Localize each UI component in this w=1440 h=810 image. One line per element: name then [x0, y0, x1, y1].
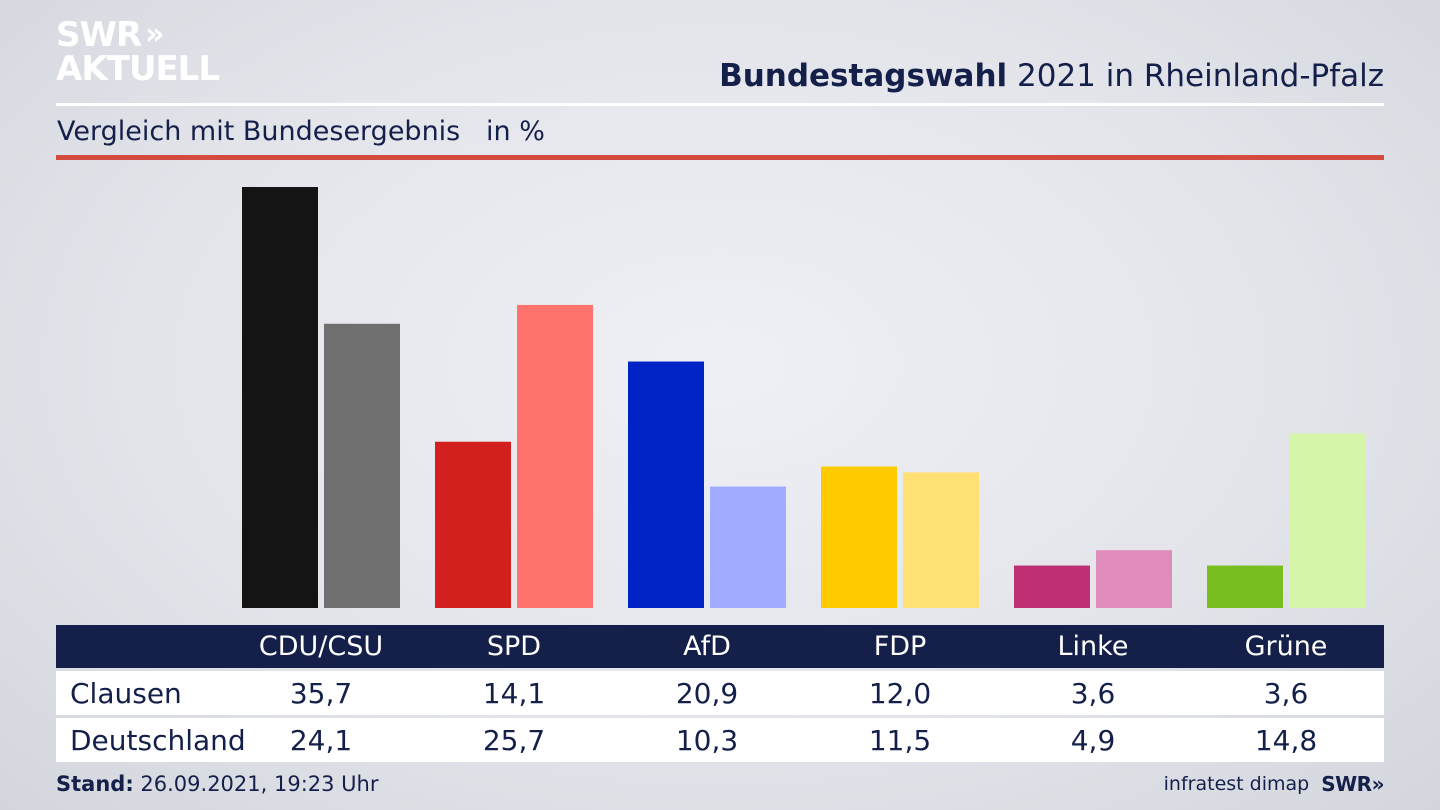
- source-credit: infratest dimap SWR»: [1163, 772, 1385, 796]
- table-cell: 12,0: [868, 676, 932, 710]
- table-cell: 14,1: [482, 676, 546, 710]
- stand-label: Stand:: [56, 772, 134, 796]
- bar-cdu-csu-deutschland: [324, 323, 400, 608]
- table-cell: 35,7: [289, 676, 353, 710]
- bar-gr-ne-deutschland: [1289, 433, 1365, 608]
- header-divider: [56, 103, 1384, 106]
- table-cell: 3,6: [1070, 676, 1116, 710]
- results-table: CDU/CSU SPD AfD FDP Linke Grüne Clausen 35,7 1…: [56, 625, 1384, 762]
- source-text: infratest dimap: [1163, 773, 1310, 795]
- title-bold: Bundestagswahl: [719, 58, 1008, 94]
- table-cell: 24,1: [289, 723, 353, 757]
- swr-aktuell-logo: SWR» AKTUELL: [56, 15, 220, 89]
- column-header: CDU/CSU: [258, 631, 384, 662]
- accent-divider: [56, 155, 1384, 160]
- bar-gr-ne-clausen: [1207, 565, 1283, 608]
- table-header-row: CDU/CSU SPD AfD FDP Linke Grüne: [56, 625, 1384, 668]
- page-title: Bundestagswahl 2021 in Rheinland-Pfalz: [719, 58, 1384, 94]
- bar-fdp-clausen: [821, 466, 897, 608]
- table-cell: 3,6: [1263, 676, 1309, 710]
- column-header: SPD: [486, 631, 542, 662]
- bar-linke-clausen: [1014, 565, 1090, 608]
- timestamp: Stand: 26.09.2021, 19:23 Uhr: [56, 772, 379, 796]
- row-label: Deutschland: [70, 723, 246, 757]
- column-header: FDP: [873, 631, 927, 662]
- table-cell: 25,7: [482, 723, 546, 757]
- swr-brand-logo: SWR»: [1321, 772, 1384, 796]
- bar-afd-clausen: [628, 361, 704, 608]
- chart-subtitle: Vergleich mit Bundesergebnis in %: [57, 116, 545, 147]
- table-cell: 14,8: [1254, 723, 1318, 757]
- stand-value: 26.09.2021, 19:23 Uhr: [133, 772, 379, 796]
- bar-spd-clausen: [435, 441, 511, 608]
- logo-swr-text: SWR: [56, 15, 142, 55]
- logo-aktuell-text: AKTUELL: [56, 49, 220, 89]
- table-cell: 20,9: [675, 676, 739, 710]
- title-rest: 2021 in Rheinland-Pfalz: [1007, 58, 1384, 94]
- bar-afd-deutschland: [710, 486, 786, 608]
- bar-fdp-deutschland: [903, 472, 979, 608]
- column-header: Linke: [1057, 631, 1129, 662]
- table-row: Clausen 35,7 14,1 20,9 12,0 3,6 3,6: [56, 671, 1384, 715]
- table-cell: 10,3: [675, 723, 739, 757]
- table-cell: 4,9: [1070, 723, 1116, 757]
- column-header: Grüne: [1244, 631, 1328, 662]
- bar-spd-deutschland: [517, 304, 593, 608]
- bar-cdu-csu-clausen: [242, 187, 318, 608]
- table-row: Deutschland 24,1 25,7 10,3 11,5 4,9 14,8: [56, 718, 1384, 762]
- bars-group: [242, 187, 1365, 608]
- table-cell: 11,5: [868, 723, 932, 757]
- row-label: Clausen: [70, 676, 182, 710]
- column-header: AfD: [683, 631, 731, 662]
- bar-linke-deutschland: [1096, 550, 1172, 608]
